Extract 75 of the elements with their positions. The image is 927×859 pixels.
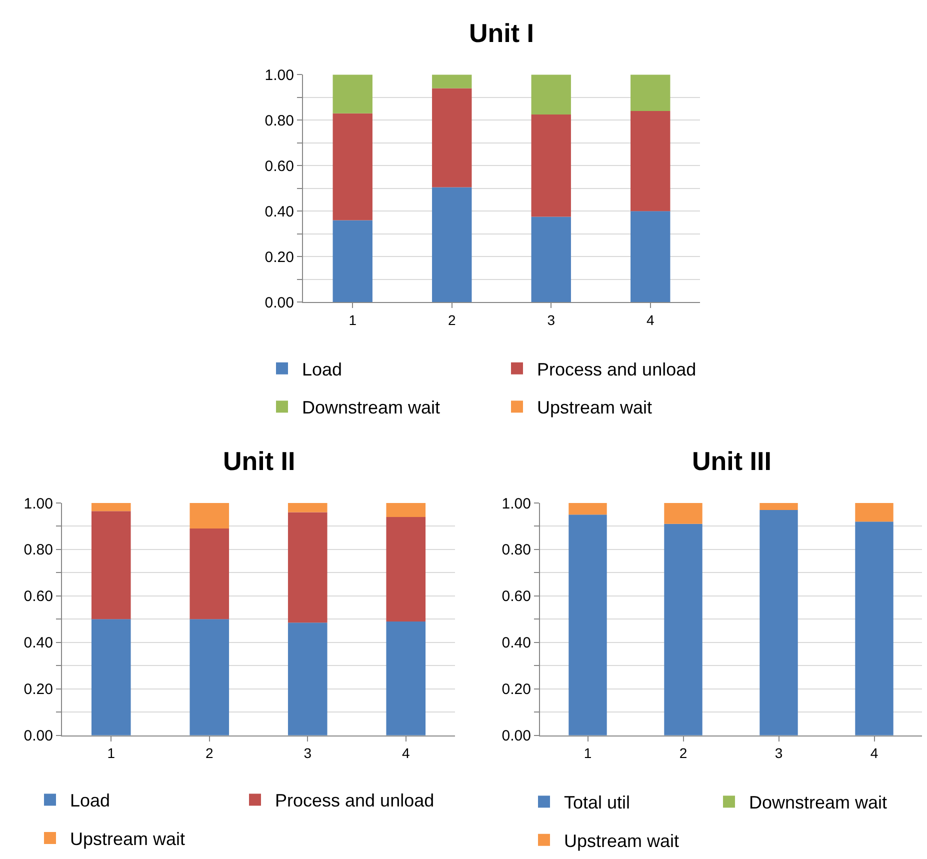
- y-tick-label: 0.60: [264, 158, 294, 175]
- bar: [332, 113, 372, 220]
- x-tick-label: 1: [584, 745, 592, 762]
- y-tick-label: 1.00: [264, 66, 294, 84]
- x-tick-label: 4: [870, 745, 878, 762]
- bar: [190, 528, 230, 620]
- bar: [332, 220, 372, 302]
- bar: [568, 503, 607, 515]
- legend-label: Downstream wait: [749, 792, 888, 813]
- x-tick-label: 1: [348, 312, 357, 328]
- bar: [531, 74, 571, 114]
- y-tick-label: 0.20: [24, 681, 53, 698]
- y-tick-label: 0.20: [264, 248, 294, 266]
- y-tick-label: 0.00: [264, 294, 294, 312]
- x-tick-label: 2: [205, 745, 214, 762]
- y-tick-label: 0.60: [24, 588, 53, 606]
- bar: [386, 516, 426, 622]
- bar: [332, 74, 372, 114]
- x-tick-label: 1: [107, 745, 116, 762]
- y-tick-label: 0.20: [502, 681, 531, 698]
- bar: [91, 511, 131, 620]
- legend-label: Load: [302, 359, 342, 380]
- legend-label: Upstream wait: [537, 398, 652, 418]
- bar: [630, 74, 670, 112]
- bar: [855, 522, 894, 736]
- bar: [190, 619, 230, 736]
- x-tick-label: 3: [304, 745, 312, 762]
- bar: [288, 512, 328, 623]
- bar: [664, 524, 702, 736]
- y-tick-label: 0.00: [24, 728, 53, 745]
- legend-label: Process and unload: [537, 359, 696, 380]
- y-tick-label: 0.80: [264, 112, 294, 130]
- legend-label: Process and unload: [275, 790, 434, 811]
- y-tick-label: 0.80: [24, 542, 53, 559]
- bar: [531, 216, 571, 302]
- bar: [630, 211, 670, 302]
- bar: [91, 619, 131, 736]
- bar: [432, 187, 472, 302]
- bar: [288, 503, 328, 512]
- bar: [664, 503, 702, 524]
- y-tick-label: 0.40: [502, 634, 531, 652]
- y-tick-label: 0.60: [502, 588, 531, 606]
- bar: [855, 503, 894, 522]
- bar: [531, 114, 571, 217]
- chart-title: Unit III: [692, 446, 772, 476]
- legend-label: Downstream wait: [302, 398, 440, 418]
- bar: [190, 503, 230, 529]
- bar: [288, 622, 328, 736]
- y-tick-label: 0.00: [502, 728, 531, 745]
- x-tick-label: 2: [679, 745, 688, 762]
- bar: [760, 510, 798, 736]
- bar: [432, 88, 472, 188]
- bar: [386, 503, 426, 517]
- x-tick-label: 3: [774, 745, 783, 762]
- y-tick-label: 0.80: [502, 542, 531, 559]
- legend-label: Total util: [564, 792, 630, 813]
- chart-title: Unit I: [469, 18, 534, 48]
- y-tick-label: 0.40: [24, 634, 53, 652]
- x-tick-label: 4: [402, 745, 410, 762]
- x-tick-label: 3: [547, 312, 556, 328]
- y-tick-label: 0.40: [264, 203, 294, 220]
- legend-label: Upstream wait: [70, 828, 186, 849]
- x-tick-label: 4: [646, 312, 654, 328]
- bar: [760, 503, 798, 510]
- bar: [630, 111, 670, 212]
- y-tick-label: 1.00: [502, 495, 531, 512]
- bar: [386, 621, 426, 736]
- bar: [91, 503, 131, 512]
- x-tick-label: 2: [448, 312, 456, 328]
- chart-title: Unit II: [223, 446, 296, 476]
- legend-label: Upstream wait: [564, 830, 680, 851]
- legend-label: Load: [70, 790, 110, 811]
- y-tick-label: 1.00: [24, 495, 53, 512]
- bar: [568, 514, 607, 736]
- bar: [432, 74, 472, 88]
